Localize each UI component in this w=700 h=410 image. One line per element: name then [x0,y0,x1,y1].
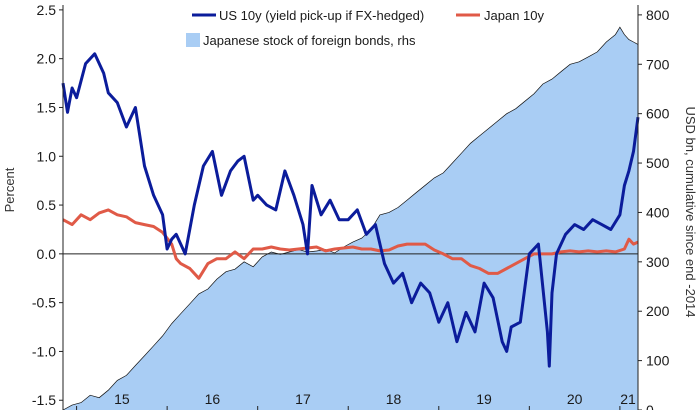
legend-us-label: US 10y (yield pick-up if FX-hedged) [219,8,424,23]
y-tick-right-label: 300 [646,254,670,270]
legend-stock-label: Japanese stock of foreign bonds, rhs [203,33,416,48]
y-tick-left-label: -1.0 [32,343,56,359]
y-tick-left-label: 1.5 [37,99,57,115]
y-axis-title-right: USD bn, cumulative since end -2014 [683,106,698,317]
x-tick-label: 21 [620,391,636,407]
y-tick-right-label: 500 [646,155,670,171]
y-tick-right-label: 100 [646,353,670,369]
y-tick-right-label: 600 [646,106,670,122]
y-tick-left-label: 0.5 [37,197,57,213]
y-tick-right-label: 400 [646,204,670,220]
y-tick-left-label: -1.5 [32,392,56,408]
x-tick-label: 19 [476,391,492,407]
y-axis-title-left: Percent [2,167,17,212]
y-tick-right-label: 700 [646,56,670,72]
x-tick-label: 17 [295,391,311,407]
axes: 2.5 2.0 1.5 1.0 0.5 0.0 -0.5 -1.0 -1.5 800 700 600 5… [32,2,670,410]
y-tick-left-label: 2.5 [37,2,57,18]
series-stock-edge [62,26,639,410]
legend-stock-swatch [186,33,200,47]
y-tick-right-label: 800 [646,7,670,23]
x-tick-label: 16 [205,391,221,407]
x-tick-label: 20 [567,391,583,407]
y-tick-left-label: -0.5 [32,295,56,311]
legend-japan-label: Japan 10y [484,8,544,23]
series-japan-line [62,208,639,280]
series-us-line [61,52,640,368]
series-stock-area [63,27,638,410]
y-tick-right-label: 200 [646,303,670,319]
legend: US 10y (yield pick-up if FX-hedged) Japa… [186,8,544,48]
plot-area [61,26,640,410]
x-tick-label: 15 [114,391,130,407]
y-tick-left-label: 2.0 [37,51,57,67]
y-tick-left-label: 0.0 [37,246,57,262]
y-tick-right-label: 0 [646,402,654,410]
x-tick-label: 18 [386,391,402,407]
y-tick-left-label: 1.0 [37,148,57,164]
